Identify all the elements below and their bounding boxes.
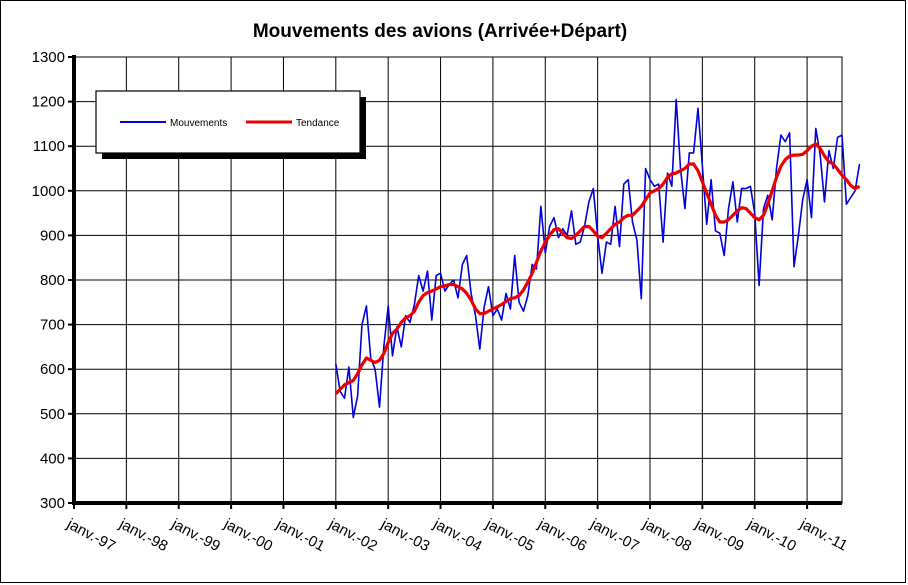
x-tick-label: janv.-00	[220, 515, 275, 555]
y-tick-label: 500	[40, 406, 65, 423]
legend: Mouvements Tendance	[95, 90, 366, 159]
y-tick-label: 1100	[33, 138, 65, 155]
x-tick-label: janv.-05	[482, 515, 537, 555]
x-tick-label: janv.-11	[796, 515, 850, 554]
x-tick-label: janv.-97	[63, 515, 118, 555]
x-tick-label: janv.-07	[587, 515, 642, 555]
x-tick-label: janv.-06	[535, 515, 590, 555]
x-tick-label: janv.-04	[430, 515, 485, 555]
x-tick-label: janv.-03	[377, 515, 432, 555]
y-tick-label: 1000	[32, 183, 65, 200]
x-tick-label: janv.-02	[325, 515, 380, 555]
x-tick-label: janv.-01	[273, 515, 328, 555]
y-tick-label: 1200	[32, 94, 65, 111]
legend-label-tendance: Tendance	[296, 118, 340, 129]
y-tick-label: 800	[40, 272, 65, 289]
series-tendance	[334, 142, 861, 395]
y-tick-label: 400	[40, 450, 65, 467]
x-tick-label: janv.-98	[116, 515, 171, 555]
x-tick-label: janv.-10	[744, 515, 799, 555]
x-tick-label: janv.-08	[639, 515, 694, 555]
x-tick-label: janv.-09	[692, 515, 747, 555]
x-tick-label: janv.-99	[168, 515, 223, 555]
y-tick-label: 300	[40, 495, 65, 512]
y-tick-label: 1300	[32, 49, 65, 66]
y-tick-label: 900	[40, 227, 65, 244]
y-tick-label: 700	[40, 317, 65, 334]
series-layer	[334, 98, 861, 419]
y-tick-label: 600	[40, 361, 65, 378]
legend-label-mouvements: Mouvements	[170, 118, 227, 129]
chart-title: Mouvements des avions (Arrivée+Départ)	[252, 21, 628, 42]
